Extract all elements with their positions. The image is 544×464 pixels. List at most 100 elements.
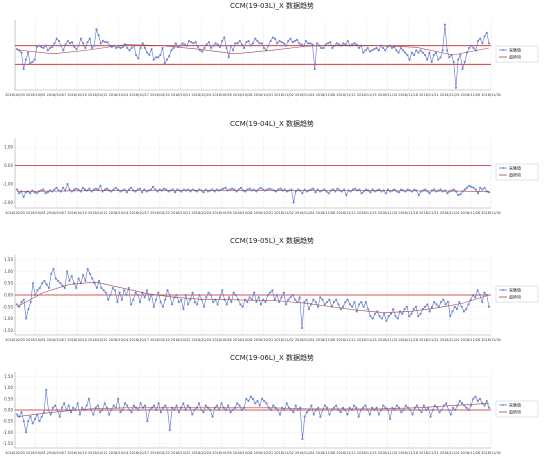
data-point [27,308,30,311]
data-point [34,293,37,297]
data-point [101,408,104,412]
data-point [291,293,294,297]
data-point [71,41,74,44]
data-point [335,298,338,301]
data-point [313,67,316,71]
data-point [40,415,43,418]
data-point [481,188,484,191]
data-point [378,188,381,191]
data-point [81,186,84,189]
data-point [86,41,89,44]
x-tick-label: 2016/10/31 [254,211,274,215]
data-point [159,411,162,414]
data-point [420,411,423,414]
data-point [485,400,488,403]
data-point [326,301,329,304]
data-point [228,296,231,299]
data-point [362,406,365,409]
data-point [471,293,475,297]
data-point [321,298,324,301]
y-tick-label: 0.50 [4,396,13,401]
data-point [66,39,69,43]
x-tick-label: 2016/10/21 [171,93,191,97]
data-point [225,46,228,50]
data-point [303,301,306,304]
data-point [121,408,124,412]
data-point [185,44,188,47]
data-point [476,289,479,292]
data-point [359,408,362,412]
data-point [60,406,64,409]
data-point [421,51,424,54]
data-point [101,39,105,43]
data-point [99,184,102,187]
data-point [271,289,274,292]
data-point [223,36,226,39]
data-point [373,48,376,51]
x-tick-label: 2016/10/22 [171,451,191,455]
data-point [241,305,244,308]
data-point [430,60,433,64]
data-point [303,415,306,418]
data-point [202,191,205,194]
data-point [214,42,217,45]
x-tick-label: 2016/10/17 [129,451,149,455]
data-point [87,397,90,400]
data-point [339,308,342,311]
legend-marker-collected [502,49,504,51]
data-point [371,406,374,409]
data-point [455,190,458,193]
data-point [440,408,443,412]
data-point [404,51,407,54]
data-point [448,56,451,59]
data-point [351,188,354,191]
data-point [182,308,185,311]
data-point [474,296,477,299]
data-point [394,315,397,318]
data-point [251,397,255,400]
x-tick-label: 2016/10/26 [212,93,232,97]
data-point [307,308,310,311]
data-point [141,191,144,194]
data-point [127,286,130,289]
data-point [417,315,420,318]
data-point [401,49,405,52]
x-tick-label: 2016/11/13 [357,93,377,97]
data-point [220,402,223,405]
data-point [266,293,269,297]
data-point [481,301,484,304]
data-point [207,291,210,294]
data-point [38,420,41,423]
data-point [367,308,370,311]
data-point [42,46,45,50]
data-point [393,188,396,191]
data-point [227,56,230,59]
data-point [46,49,49,52]
data-point [240,408,243,412]
data-point [437,58,440,61]
data-point [164,298,167,301]
data-point [88,187,91,190]
data-point [15,413,19,416]
data-point [346,39,349,43]
data-point [344,301,347,304]
data-point [380,317,383,320]
data-point [291,41,294,44]
data-point [216,303,219,306]
data-point [445,402,448,405]
data-point [189,190,192,193]
data-point [439,56,442,59]
data-point [296,38,299,41]
data-point [472,397,475,400]
data-point [296,408,300,412]
data-point [279,187,282,190]
data-point [27,420,30,423]
data-point [289,37,292,40]
data-point [350,408,353,412]
data-point [357,303,361,306]
data-point [444,303,447,306]
data-point [24,58,27,61]
x-tick-label: 2016/11/11 [336,451,356,455]
data-point [419,49,422,52]
data-point [276,42,279,45]
